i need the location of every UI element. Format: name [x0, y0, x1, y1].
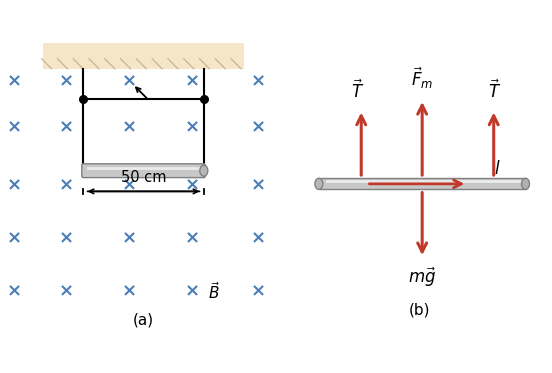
Text: ×: × — [7, 229, 22, 247]
Text: ×: × — [7, 282, 22, 300]
Ellipse shape — [200, 165, 208, 176]
Text: ×: × — [121, 282, 137, 300]
Text: ×: × — [185, 282, 200, 300]
Text: ×: × — [185, 229, 200, 247]
Text: ×: × — [7, 176, 22, 194]
Text: $l$: $l$ — [493, 160, 500, 178]
Text: 50 cm: 50 cm — [121, 170, 166, 185]
Text: ×: × — [121, 73, 137, 91]
FancyBboxPatch shape — [319, 178, 526, 189]
Text: ×: × — [185, 73, 200, 91]
Text: $\vec{T}$: $\vec{T}$ — [489, 79, 502, 102]
Text: ×: × — [185, 119, 200, 137]
Text: ×: × — [251, 176, 266, 194]
Text: ×: × — [251, 119, 266, 137]
Text: $\vec{F}_m$: $\vec{F}_m$ — [411, 66, 433, 91]
Text: ×: × — [121, 229, 137, 247]
Text: $m\vec{g}$: $m\vec{g}$ — [408, 266, 436, 289]
Text: ×: × — [251, 229, 266, 247]
Ellipse shape — [522, 178, 529, 189]
Text: ×: × — [121, 119, 137, 137]
Text: $\vec{B}$: $\vec{B}$ — [208, 281, 220, 302]
Text: ×: × — [59, 229, 73, 247]
Text: ×: × — [59, 119, 73, 137]
FancyBboxPatch shape — [43, 43, 244, 69]
Text: $\vec{T}$: $\vec{T}$ — [351, 79, 364, 102]
Text: ×: × — [59, 73, 73, 91]
Text: ×: × — [59, 176, 73, 194]
Text: ×: × — [59, 282, 73, 300]
FancyBboxPatch shape — [82, 164, 205, 178]
Text: ×: × — [121, 176, 137, 194]
Text: ×: × — [251, 73, 266, 91]
Text: ×: × — [7, 119, 22, 137]
Text: ×: × — [185, 176, 200, 194]
Text: (b): (b) — [409, 302, 430, 317]
Text: ×: × — [7, 73, 22, 91]
Ellipse shape — [315, 178, 323, 189]
Text: ×: × — [251, 282, 266, 300]
Text: (a): (a) — [133, 313, 154, 327]
